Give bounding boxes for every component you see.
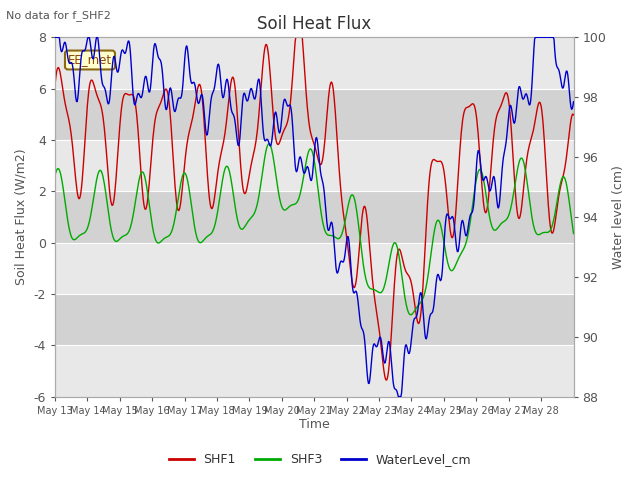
Y-axis label: Soil Heat Flux (W/m2): Soil Heat Flux (W/m2) <box>15 149 28 285</box>
Text: EE_met: EE_met <box>68 53 112 67</box>
Bar <box>55 140 573 192</box>
X-axis label: Time: Time <box>299 419 330 432</box>
Legend: SHF1, SHF3, WaterLevel_cm: SHF1, SHF3, WaterLevel_cm <box>164 448 476 471</box>
Text: No data for f_SHF2: No data for f_SHF2 <box>6 10 111 21</box>
Bar <box>55 294 573 345</box>
Bar <box>55 89 573 140</box>
Bar <box>55 345 573 396</box>
Title: Soil Heat Flux: Soil Heat Flux <box>257 15 371 33</box>
Bar <box>55 242 573 294</box>
Bar <box>55 192 573 242</box>
Bar <box>55 37 573 89</box>
Y-axis label: Water level (cm): Water level (cm) <box>612 165 625 269</box>
